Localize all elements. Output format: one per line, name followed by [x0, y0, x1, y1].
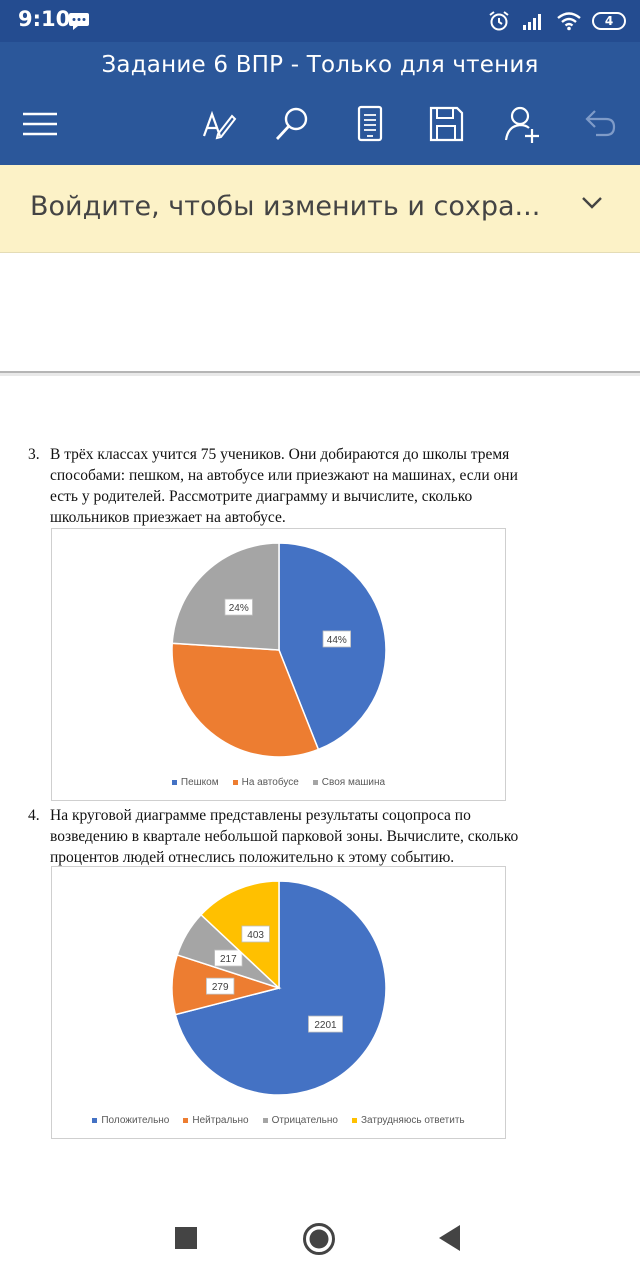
question-line: В трёх классах учится 75 учеников. Они д… — [50, 446, 510, 463]
legend-label: Отрицательно — [271, 1115, 338, 1126]
chevron-down-icon[interactable] — [580, 195, 604, 211]
legend-item: Своя машина — [312, 777, 386, 788]
sign-in-banner-text: Войдите, чтобы изменить и сохра... — [30, 191, 541, 222]
mobile-view-icon — [357, 105, 383, 142]
mobile-view-button[interactable] — [348, 102, 392, 146]
chart-legend: Положительно Нейтрально Отрицательно Затруд… — [52, 1115, 505, 1126]
save-button[interactable] — [424, 102, 468, 146]
chart-travel-modes: 44% 24% Пешком На автобусе Своя машина — [51, 528, 506, 801]
legend-item: На автобусе — [232, 777, 299, 788]
legend-label: На автобусе — [241, 777, 299, 788]
question-line: школьников приезжает на автобусе. — [50, 509, 286, 526]
battery-level: 4 — [604, 14, 614, 28]
status-time: 9:10 — [18, 7, 71, 31]
svg-text:24%: 24% — [229, 603, 249, 614]
svg-text:2201: 2201 — [314, 1020, 337, 1031]
legend-item: Пешком — [171, 777, 219, 788]
recent-apps-icon[interactable] — [175, 1227, 197, 1249]
svg-text:403: 403 — [247, 930, 264, 941]
draw-button[interactable] — [196, 102, 240, 146]
document-title: Задание 6 ВПР - Только для чтения — [101, 52, 539, 78]
share-person-icon — [504, 106, 539, 143]
legend-item: Положительно — [92, 1115, 169, 1126]
status-bar: 9:10 4 — [0, 0, 640, 42]
data-label: 2201 — [308, 1015, 343, 1033]
menu-button[interactable] — [18, 102, 62, 146]
menu-icon — [23, 112, 57, 136]
legend-item: Отрицательно — [262, 1115, 338, 1126]
data-label: 403 — [241, 925, 270, 943]
question-line: На круговой диаграмме представлены резул… — [50, 807, 471, 824]
message-notification-icon — [69, 13, 89, 30]
question-number: 3. — [28, 446, 40, 463]
svg-text:279: 279 — [212, 982, 229, 993]
pie-chart: 44% 24% — [171, 542, 387, 758]
undo-button[interactable] — [578, 102, 622, 146]
question-4: 4. На круговой диаграмме представлены ре… — [28, 805, 608, 868]
document-page-previous — [0, 253, 640, 373]
svg-text:217: 217 — [220, 954, 237, 965]
wifi-icon — [557, 12, 581, 31]
pie-chart: 2201 279 217 403 — [171, 880, 387, 1096]
sign-in-banner[interactable]: Войдите, чтобы изменить и сохра... — [0, 165, 640, 253]
question-3: 3. В трёх классах учится 75 учеников. Он… — [28, 444, 608, 528]
save-icon — [429, 106, 464, 142]
question-number: 4. — [28, 807, 40, 824]
legend-item: Нейтрально — [183, 1115, 249, 1126]
question-line: способами: пешком, на автобусе или приез… — [50, 467, 518, 484]
legend-label: Затрудняюсь ответить — [360, 1115, 465, 1126]
data-label: 279 — [206, 977, 235, 995]
app-bar: Задание 6 ВПР - Только для чтения — [0, 42, 640, 165]
legend-swatch — [171, 780, 177, 785]
back-icon[interactable] — [439, 1225, 461, 1251]
pie-slice — [171, 542, 280, 651]
legend-swatch — [232, 780, 238, 785]
legend-label: Положительно — [101, 1115, 170, 1126]
legend-swatch — [312, 780, 318, 785]
question-line: возведению в квартале небольшой парковой… — [50, 828, 519, 845]
legend-label: Нейтрально — [192, 1115, 249, 1126]
cellular-signal-icon — [523, 14, 541, 30]
undo-icon — [585, 110, 616, 137]
data-label: 24% — [224, 598, 253, 616]
pie-slice — [171, 642, 320, 758]
legend-item: Затрудняюсь ответить — [351, 1115, 465, 1126]
data-label: 217 — [214, 949, 243, 967]
legend-swatch — [183, 1118, 189, 1123]
battery-icon: 4 — [592, 12, 626, 30]
share-button[interactable] — [500, 102, 544, 146]
chart-survey-results: 2201 279 217 403 Положительно Нейтрально Отри… — [51, 866, 506, 1139]
question-line: есть у родителей. Рассмотрите диаграмму … — [50, 488, 473, 505]
pie-slice — [199, 880, 280, 990]
home-icon[interactable] — [302, 1222, 336, 1256]
system-navigation-bar — [0, 1194, 640, 1280]
alarm-icon — [489, 11, 509, 31]
svg-text:44%: 44% — [327, 635, 347, 646]
chart-legend: Пешком На автобусе Своя машина — [52, 777, 505, 788]
search-button[interactable] — [270, 102, 314, 146]
draw-pen-icon — [202, 110, 237, 140]
legend-swatch — [92, 1118, 98, 1123]
data-label: 44% — [322, 630, 351, 648]
legend-label: Пешком — [180, 777, 219, 788]
search-icon — [275, 107, 308, 140]
legend-swatch — [351, 1118, 357, 1123]
legend-label: Своя машина — [321, 777, 386, 788]
legend-swatch — [262, 1118, 268, 1123]
question-line: процентов людей отнеслись положительно к… — [50, 849, 455, 866]
